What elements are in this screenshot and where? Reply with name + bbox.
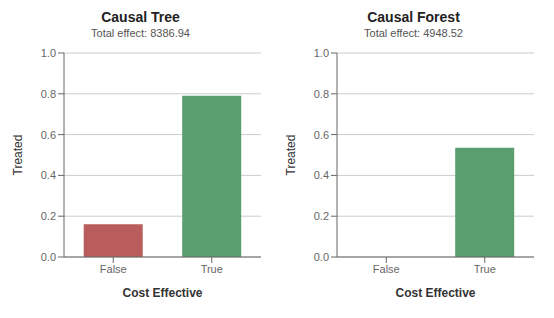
svg-text:False: False <box>100 263 127 275</box>
html-text:Total effect: 8386.94: Total effect: 8386.94 <box>91 27 190 39</box>
svg-text:1.0: 1.0 <box>41 47 56 59</box>
svg-text:0.4: 0.4 <box>314 169 329 181</box>
svg-text:0.0: 0.0 <box>41 251 56 263</box>
svg-text:0.8: 0.8 <box>41 88 56 100</box>
html-text:Total effect: 4948.52: Total effect: 4948.52 <box>364 27 463 39</box>
svg-text:0.6: 0.6 <box>314 129 329 141</box>
svg-text:Cost Effective: Cost Effective <box>395 286 475 300</box>
svg-text:0.4: 0.4 <box>41 169 56 181</box>
svg-text:False: False <box>373 263 400 275</box>
svg-text:0.0: 0.0 <box>314 251 329 263</box>
svg-text:0.2: 0.2 <box>41 210 56 222</box>
html-text:Causal Forest: Causal Forest <box>367 9 460 25</box>
svg-text:0.2: 0.2 <box>314 210 329 222</box>
svg-text:Cost Effective: Cost Effective <box>122 286 202 300</box>
html-text:Causal Tree: Causal Tree <box>101 9 180 25</box>
svg-text:True: True <box>201 263 223 275</box>
svg-text:True: True <box>474 263 496 275</box>
svg-text:Treated: Treated <box>284 135 298 176</box>
svg-text:0.8: 0.8 <box>314 88 329 100</box>
svg-text:0.6: 0.6 <box>41 129 56 141</box>
svg-text:1.0: 1.0 <box>314 47 329 59</box>
svg-text:Treated: Treated <box>11 135 25 176</box>
